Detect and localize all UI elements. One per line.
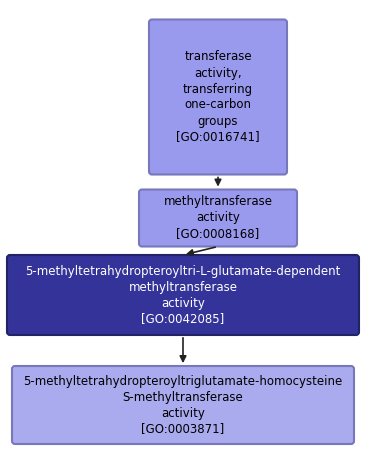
FancyBboxPatch shape	[7, 255, 359, 335]
Text: 5-methyltetrahydropteroyltriglutamate-homocysteine
S-methyltransferase
activity
: 5-methyltetrahydropteroyltriglutamate-ho…	[23, 375, 343, 436]
FancyBboxPatch shape	[149, 20, 287, 174]
Text: methyltransferase
activity
[GO:0008168]: methyltransferase activity [GO:0008168]	[164, 196, 273, 240]
Text: 5-methyltetrahydropteroyltri-L-glutamate-dependent
methyltransferase
activity
[G: 5-methyltetrahydropteroyltri-L-glutamate…	[25, 265, 341, 326]
FancyBboxPatch shape	[12, 366, 354, 444]
Text: transferase
activity,
transferring
one-carbon
groups
[GO:0016741]: transferase activity, transferring one-c…	[176, 50, 260, 143]
FancyBboxPatch shape	[139, 190, 297, 246]
